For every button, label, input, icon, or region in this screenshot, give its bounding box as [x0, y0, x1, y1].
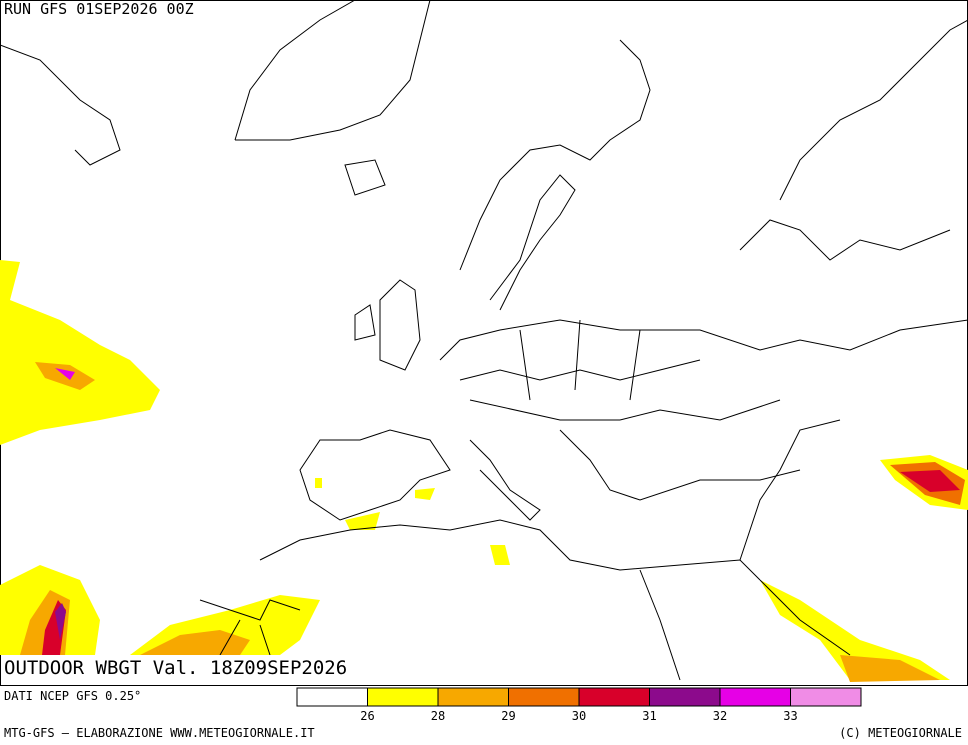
legend-swatch [437, 687, 509, 707]
legend-tick-label: 33 [783, 709, 797, 723]
legend-tick-label: 28 [431, 709, 445, 723]
map-title: OUTDOOR WBGT Val. 18Z09SEP2026 [4, 657, 347, 679]
footer-left: MTG-GFS — ELABORAZIONE WWW.METEOGIORNALE… [4, 726, 315, 740]
map-frame [0, 0, 968, 686]
legend-tick-label: 32 [713, 709, 727, 723]
legend-tick-label: 31 [642, 709, 656, 723]
legend-swatch [296, 687, 368, 707]
coastlines [0, 0, 968, 681]
map: OUTDOOR WBGT Val. 18Z09SEP2026 RUN GFS 0… [0, 0, 968, 686]
footer-right: (C) METEOGIORNALE [839, 726, 962, 740]
legend-tick-label: 29 [501, 709, 515, 723]
source-label: DATI NCEP GFS 0.25° [4, 689, 141, 703]
legend-tick-label: 26 [360, 709, 374, 723]
legend-swatch [508, 687, 580, 707]
legend-tick-label: 30 [572, 709, 586, 723]
legend-swatch [790, 687, 862, 707]
title-backdrop [1, 655, 521, 685]
run-label: RUN GFS 01SEP2026 00Z [4, 0, 194, 18]
legend-swatch [367, 687, 439, 707]
header-backdrop [1, 1, 231, 19]
legend-swatch [719, 687, 791, 707]
legend-swatch [578, 687, 650, 707]
wbgt-fields [0, 260, 968, 682]
color-legend: 26 28 29 30 31 32 33 [296, 687, 862, 723]
legend-swatch [649, 687, 721, 707]
